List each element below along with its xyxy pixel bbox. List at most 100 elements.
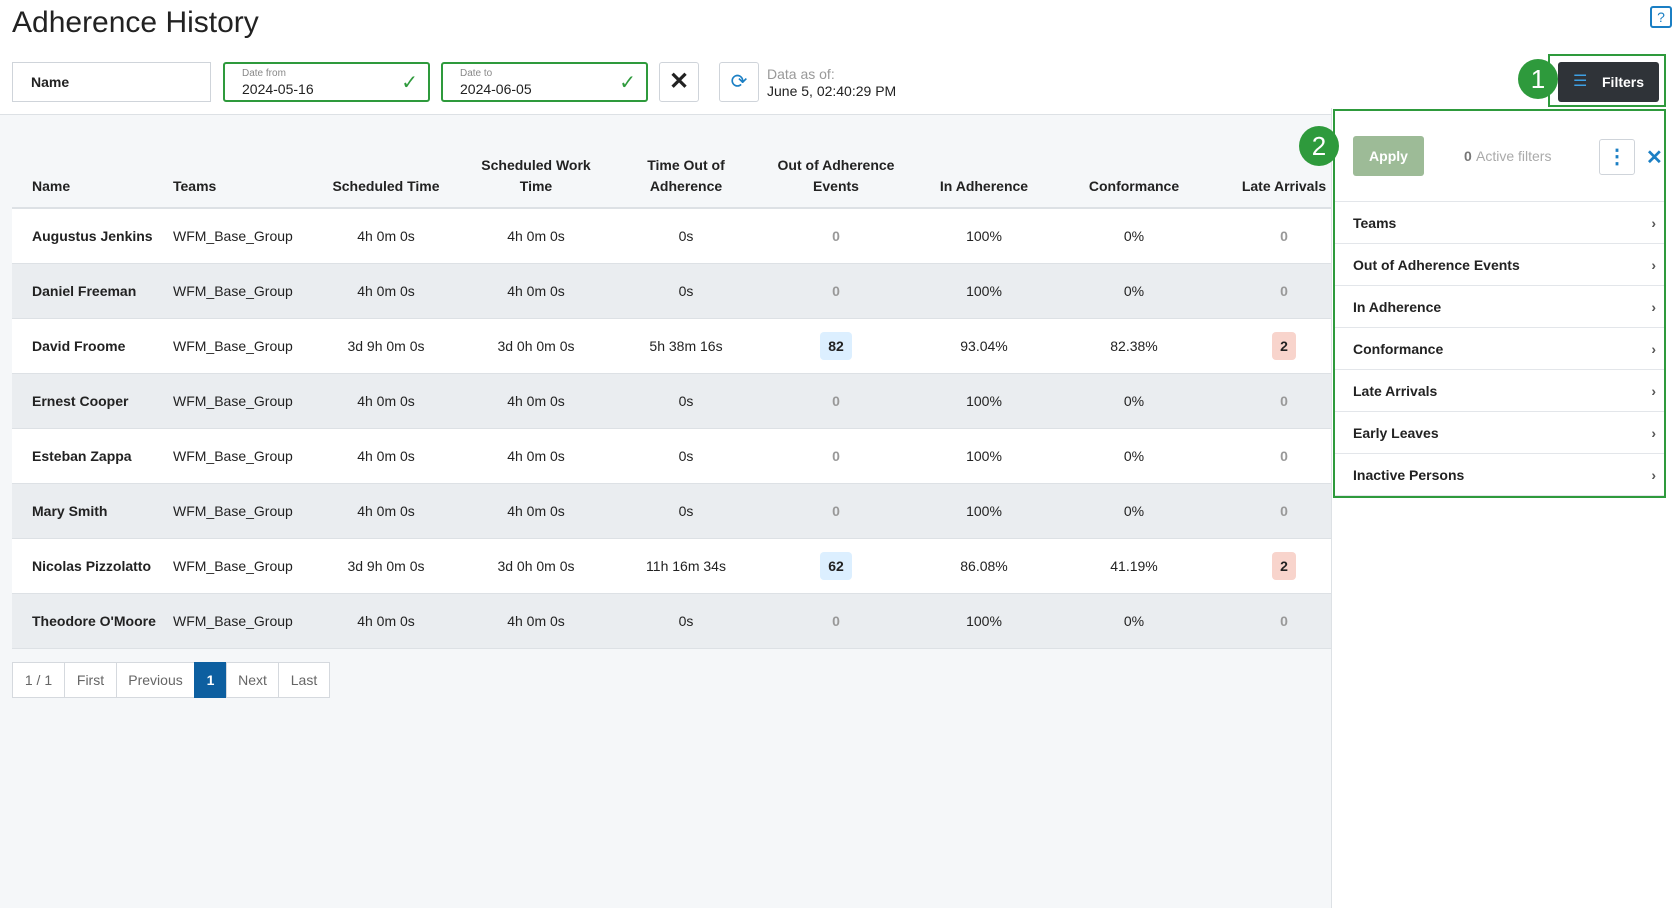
callout: 1 bbox=[1518, 59, 1558, 99]
cell: WFM_Base_Group bbox=[173, 448, 293, 464]
badge: 0 bbox=[1280, 613, 1288, 629]
active-count: 0 bbox=[1464, 148, 1472, 164]
cell: 62 bbox=[766, 539, 906, 594]
cell: 0 bbox=[766, 484, 906, 539]
cell: 82 bbox=[766, 319, 906, 374]
cell: 0% bbox=[1123, 283, 1145, 299]
divider bbox=[1333, 201, 1666, 202]
filters-button[interactable]: Filters bbox=[1558, 62, 1659, 102]
page-title: Adherence History bbox=[12, 6, 259, 39]
value: 2024-06-05 bbox=[460, 81, 532, 97]
cell: 4h 0m 0s bbox=[507, 613, 565, 629]
filter-label: Teams bbox=[1353, 215, 1397, 231]
table-row[interactable]: David Froome WFM_Base_Group 3d 9h 0m 0s 3d … bbox=[12, 319, 1331, 374]
name-input[interactable]: Name bbox=[12, 62, 211, 102]
chevron: › bbox=[1651, 299, 1656, 315]
help-icon[interactable]: ? bbox=[1650, 6, 1672, 28]
cell: 0 bbox=[766, 429, 906, 484]
page-button[interactable]: Next bbox=[226, 662, 279, 698]
cell: Mary Smith bbox=[32, 503, 108, 519]
cell: 0s bbox=[678, 613, 694, 629]
cell: 0 bbox=[1214, 484, 1354, 539]
cell: 100% bbox=[966, 448, 1002, 464]
cell: 86.08% bbox=[960, 558, 1008, 574]
chevron: › bbox=[1651, 425, 1656, 441]
filter-label: Inactive Persons bbox=[1353, 467, 1465, 483]
cell: Augustus Jenkins bbox=[32, 228, 153, 244]
filter-item[interactable]: Late Arrivals › bbox=[1333, 370, 1666, 412]
filter-item[interactable]: Early Leaves › bbox=[1333, 412, 1666, 454]
filter-item[interactable]: Teams › bbox=[1333, 202, 1666, 244]
cell: WFM_Base_Group bbox=[173, 613, 293, 629]
column-header: Scheduled Work Time bbox=[481, 157, 591, 194]
cell: 0 bbox=[1214, 374, 1354, 429]
page-button[interactable]: First bbox=[64, 662, 117, 698]
badge: 0 bbox=[832, 283, 840, 299]
table-row[interactable]: Nicolas Pizzolatto WFM_Base_Group 3d 9h 0m… bbox=[12, 539, 1331, 594]
filter-label: Early Leaves bbox=[1353, 425, 1439, 441]
table-row[interactable]: Ernest Cooper WFM_Base_Group 4h 0m 0s 4h 0m… bbox=[12, 374, 1331, 429]
cell: 4h 0m 0s bbox=[357, 228, 415, 244]
cell: David Froome bbox=[32, 338, 126, 354]
table-header: Name Teams Scheduled Time Scheduled Work Ti… bbox=[12, 130, 1331, 209]
column-header: Name bbox=[32, 178, 71, 194]
cell: 4h 0m 0s bbox=[357, 503, 415, 519]
cell: 3d 9h 0m 0s bbox=[347, 338, 425, 354]
filter-item[interactable]: Conformance › bbox=[1333, 328, 1666, 370]
cell: 0s bbox=[678, 503, 694, 519]
cell: 0s bbox=[678, 393, 694, 409]
table-row[interactable]: Theodore O'Moore WFM_Base_Group 4h 0m 0s 4h… bbox=[12, 594, 1331, 649]
chevron: › bbox=[1651, 341, 1656, 357]
cell: 0% bbox=[1123, 393, 1145, 409]
table-row[interactable]: Mary Smith WFM_Base_Group 4h 0m 0s 4h 0m 0s… bbox=[12, 484, 1331, 539]
more-button[interactable]: ⋮ bbox=[1599, 139, 1635, 175]
filter-item[interactable]: Out of Adherence Events › bbox=[1333, 244, 1666, 286]
cell: 4h 0m 0s bbox=[507, 393, 565, 409]
cell: 0 bbox=[1214, 594, 1354, 649]
cell: 0% bbox=[1123, 613, 1145, 629]
value: 2024-05-16 bbox=[242, 81, 314, 97]
cell: 4h 0m 0s bbox=[357, 613, 415, 629]
apply-button[interactable]: Apply bbox=[1353, 136, 1424, 176]
badge: 0 bbox=[832, 393, 840, 409]
badge: 0 bbox=[832, 613, 840, 629]
page-button[interactable]: 1 bbox=[194, 662, 227, 698]
date-from[interactable]: Date from 2024-05-16 ✓ bbox=[223, 62, 430, 102]
column-header: Out of Adherence Events bbox=[777, 157, 895, 194]
table-row[interactable]: Daniel Freeman WFM_Base_Group 4h 0m 0s 4h 0… bbox=[12, 264, 1331, 319]
cell: 0% bbox=[1123, 448, 1145, 464]
refresh-button[interactable]: ⟳ bbox=[719, 62, 759, 102]
page-button[interactable]: Previous bbox=[116, 662, 195, 698]
close-button[interactable]: ✕ bbox=[1646, 147, 1663, 169]
filter-label: Late Arrivals bbox=[1353, 383, 1438, 399]
filter-item[interactable]: In Adherence › bbox=[1333, 286, 1666, 328]
check: ✓ bbox=[619, 72, 636, 94]
table-row[interactable]: Augustus Jenkins WFM_Base_Group 4h 0m 0s 4h… bbox=[12, 209, 1331, 264]
cell: Esteban Zappa bbox=[32, 448, 132, 464]
cell: 0 bbox=[766, 264, 906, 319]
filter-label: In Adherence bbox=[1353, 299, 1442, 315]
cell: 100% bbox=[966, 503, 1002, 519]
cell: 4h 0m 0s bbox=[507, 503, 565, 519]
cell: 0 bbox=[1214, 264, 1354, 319]
cell: 100% bbox=[966, 228, 1002, 244]
cell: 0 bbox=[766, 209, 906, 264]
date-to[interactable]: Date to 2024-06-05 ✓ bbox=[441, 62, 648, 102]
clear-button[interactable]: ✕ bbox=[659, 62, 699, 102]
badge: 0 bbox=[1280, 283, 1288, 299]
badge: 82 bbox=[820, 332, 852, 360]
cell: 2 bbox=[1214, 539, 1354, 594]
filter-icon: ☰ bbox=[1573, 73, 1588, 90]
badge: 2 bbox=[1272, 552, 1296, 580]
column-header: Late Arrivals bbox=[1241, 178, 1327, 194]
cell: 3d 0h 0m 0s bbox=[497, 338, 575, 354]
table-row[interactable]: Esteban Zappa WFM_Base_Group 4h 0m 0s 4h 0m… bbox=[12, 429, 1331, 484]
label: Date from bbox=[242, 68, 286, 79]
cell: 3d 0h 0m 0s bbox=[497, 558, 575, 574]
filter-item[interactable]: Inactive Persons › bbox=[1333, 454, 1666, 496]
label: Date to bbox=[460, 68, 493, 79]
filter-panel bbox=[1331, 108, 1678, 908]
cell: WFM_Base_Group bbox=[173, 393, 293, 409]
badge: 0 bbox=[1280, 393, 1288, 409]
page-button[interactable]: Last bbox=[278, 662, 330, 698]
